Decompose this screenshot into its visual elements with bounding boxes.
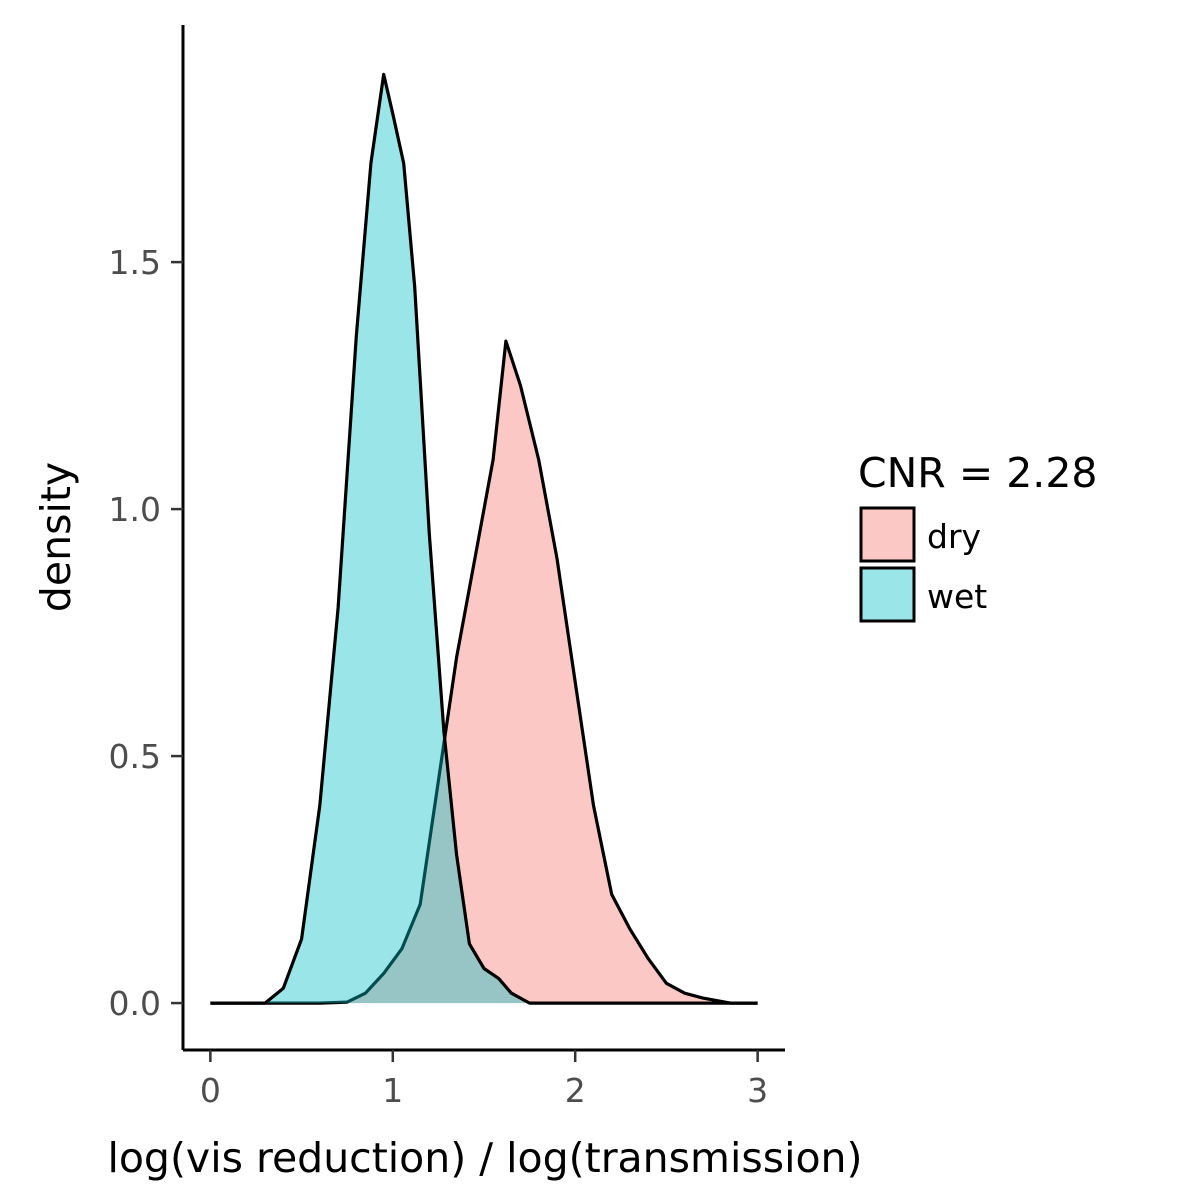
x-tick-label: 1 (382, 1071, 403, 1110)
legend: CNR = 2.28 dry wet (858, 449, 1098, 623)
density-line-wet (210, 72, 758, 1005)
x-axis-title: log(vis reduction) / log(transmission) (107, 1134, 862, 1182)
legend-key-dry (859, 506, 916, 563)
density-area-dry (210, 341, 758, 1004)
y-tick-label: 0.0 (109, 984, 161, 1023)
x-tick-label: 2 (565, 1071, 586, 1110)
y-tick-label: 0.5 (109, 737, 161, 776)
legend-label-dry: dry (927, 517, 981, 556)
plot-area (210, 72, 758, 1005)
legend-title: CNR = 2.28 (858, 449, 1098, 497)
legend-key-wet (859, 566, 916, 623)
density-line-dry (210, 339, 758, 1005)
x-tick-label: 0 (200, 1071, 221, 1110)
y-axis-title: density (32, 462, 80, 612)
axes: 0 1 2 3 0.0 0.5 1.0 1.5 (109, 25, 785, 1110)
y-tick-label: 1.5 (109, 243, 161, 282)
x-tick-label: 3 (747, 1071, 768, 1110)
density-area-wet (210, 74, 758, 1004)
legend-label-wet: wet (927, 577, 987, 616)
y-tick-label: 1.0 (109, 490, 161, 529)
